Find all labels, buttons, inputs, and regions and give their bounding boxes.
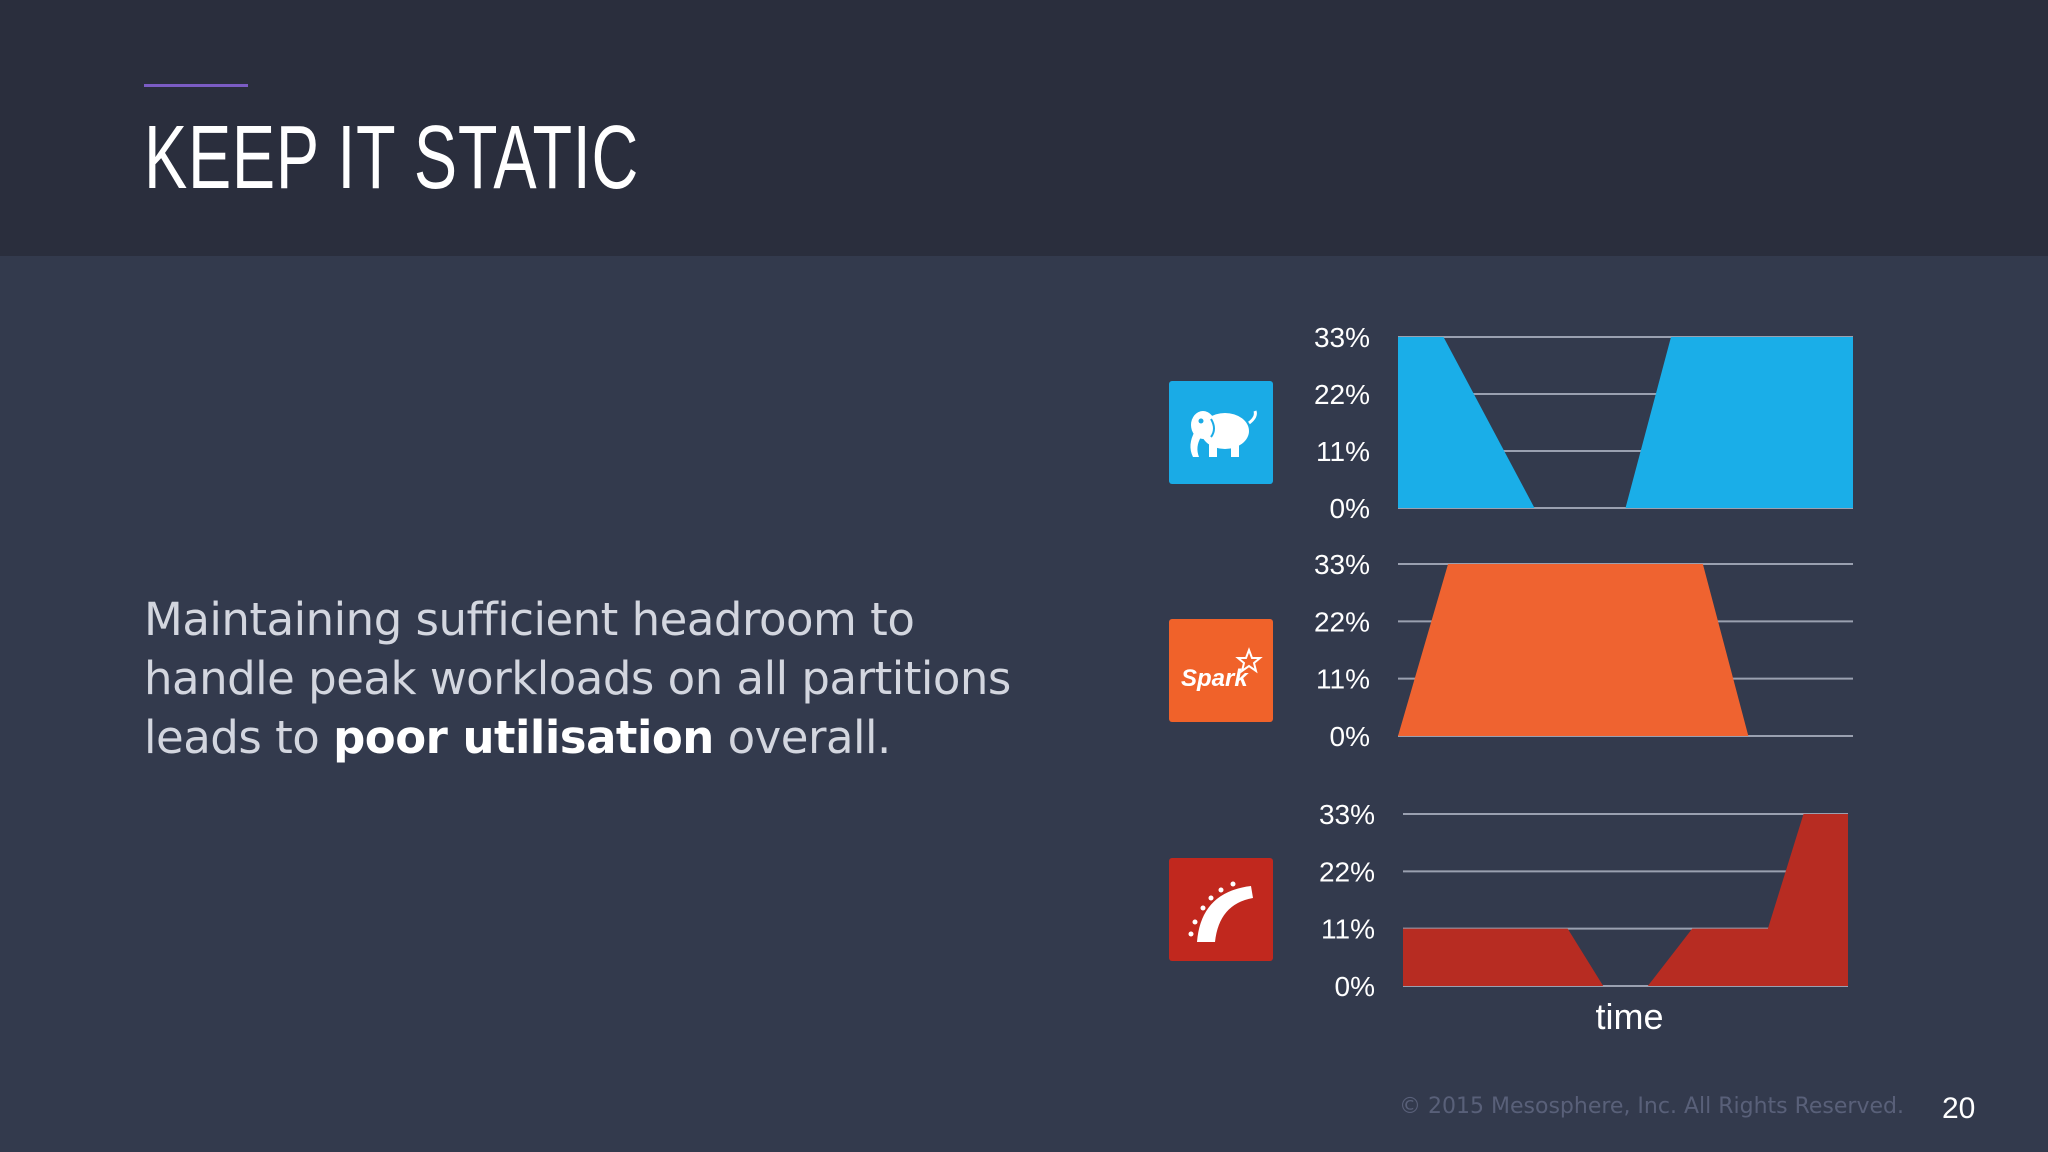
chart-3-tick-label: 22% [1319, 856, 1375, 887]
page-number: 20 [1942, 1092, 1976, 1125]
chart-1-tick-label: 22% [1314, 379, 1370, 410]
chart-2-tick-label: 22% [1314, 606, 1370, 637]
chart-2-area [1398, 564, 1853, 736]
chart-1-tick-label: 33% [1314, 322, 1370, 353]
title-accent-line [144, 84, 248, 87]
rails-icon [1188, 881, 1253, 942]
slide-title: KEEP IT STATIC [144, 108, 640, 208]
hadoop-logo [1169, 381, 1273, 484]
chart-3-tick-label: 0% [1335, 971, 1375, 1002]
elephant-icon [1190, 410, 1257, 457]
chart-2-tick-label: 11% [1316, 664, 1370, 695]
spark-logo: Spark [1169, 619, 1273, 722]
chart-2-tick-label: 33% [1314, 549, 1370, 580]
copyright-footer: © 2015 Mesosphere, Inc. All Rights Reser… [1399, 1094, 1904, 1119]
chart-3-area [1403, 814, 1848, 986]
spark-logo-text: Spark [1181, 665, 1249, 692]
chart-1-tick-label: 0% [1330, 493, 1370, 524]
chart-3-x-label: time [1595, 996, 1663, 1037]
chart-1-tick-label: 11% [1316, 436, 1370, 467]
body-text-end: overall. [713, 711, 892, 764]
chart-3-tick-label: 11% [1321, 914, 1375, 945]
chart-2-tick-label: 0% [1330, 721, 1370, 752]
body-text-bold: poor utilisation [333, 711, 714, 764]
body-text: Maintaining sufficient headroom to handl… [144, 590, 1024, 767]
chart-1-area [1398, 337, 1853, 508]
chart-3-tick-label: 33% [1319, 799, 1375, 830]
slide-header [0, 0, 2048, 256]
rails-logo [1169, 858, 1273, 961]
body-text-start: Maintaining sufficient headroom to handl… [144, 593, 1011, 764]
spark-icon: Spark [1181, 646, 1263, 692]
